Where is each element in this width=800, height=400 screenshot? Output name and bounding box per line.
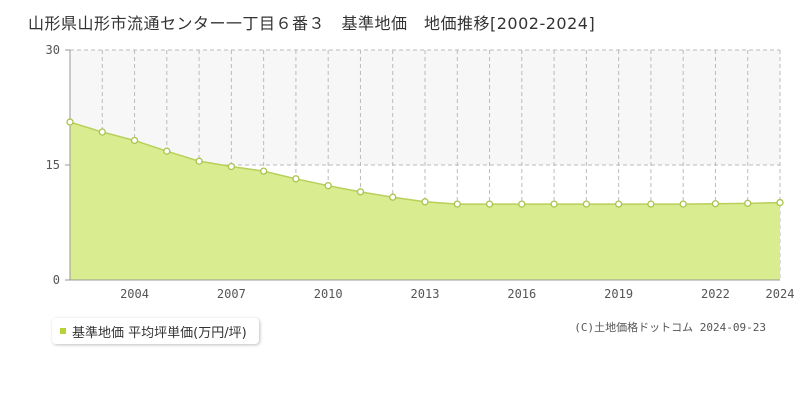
y-tick-label: 15 bbox=[46, 158, 60, 172]
x-tick-label: 2019 bbox=[604, 287, 633, 301]
data-point bbox=[356, 188, 365, 196]
x-tick-labels: 2004 2007 2010 2013 2016 2019 2022 2024 bbox=[120, 287, 794, 301]
data-point bbox=[389, 193, 397, 201]
data-point bbox=[776, 198, 784, 207]
data-point-markers bbox=[66, 118, 784, 208]
x-tick-label: 2024 bbox=[766, 287, 795, 301]
data-point bbox=[647, 200, 655, 208]
area-fill bbox=[70, 122, 780, 280]
data-point bbox=[614, 200, 623, 208]
x-tick-label: 2004 bbox=[120, 287, 149, 301]
data-point bbox=[66, 118, 74, 126]
data-point bbox=[485, 200, 494, 208]
data-point bbox=[679, 200, 687, 208]
y-tick-labels: 0 15 30 bbox=[46, 43, 60, 287]
data-point bbox=[324, 182, 332, 190]
copyright-text: (C)土地価格ドットコム 2024-09-23 bbox=[574, 321, 766, 334]
data-point bbox=[711, 200, 720, 208]
data-point bbox=[130, 136, 139, 145]
data-point bbox=[453, 200, 461, 208]
data-point bbox=[550, 200, 558, 208]
data-point bbox=[195, 157, 203, 165]
data-point bbox=[163, 147, 171, 155]
y-tick-label: 0 bbox=[53, 273, 60, 287]
x-tick-label: 2016 bbox=[507, 287, 536, 301]
axes bbox=[65, 49, 780, 281]
data-point bbox=[227, 162, 236, 171]
data-point bbox=[744, 199, 752, 207]
data-point bbox=[292, 175, 300, 183]
data-point bbox=[98, 128, 106, 136]
x-tick-label: 2007 bbox=[217, 287, 246, 301]
data-point bbox=[259, 167, 268, 175]
y-tick-label: 30 bbox=[46, 43, 60, 57]
x-tick-label: 2013 bbox=[411, 287, 440, 301]
chart-title: 山形県山形市流通センター一丁目６番３ 基準地価 地価推移[2002-2024] bbox=[28, 14, 596, 33]
x-tick-label: 2022 bbox=[701, 287, 730, 301]
data-point bbox=[582, 200, 591, 208]
legend: 基準地価 平均坪単価(万円/坪) bbox=[52, 318, 259, 344]
legend-label: 基準地価 平均坪単価(万円/坪) bbox=[72, 325, 247, 341]
x-tick-label: 2010 bbox=[314, 287, 343, 301]
data-point bbox=[518, 200, 526, 208]
legend-marker bbox=[60, 328, 66, 334]
data-point bbox=[421, 198, 429, 206]
